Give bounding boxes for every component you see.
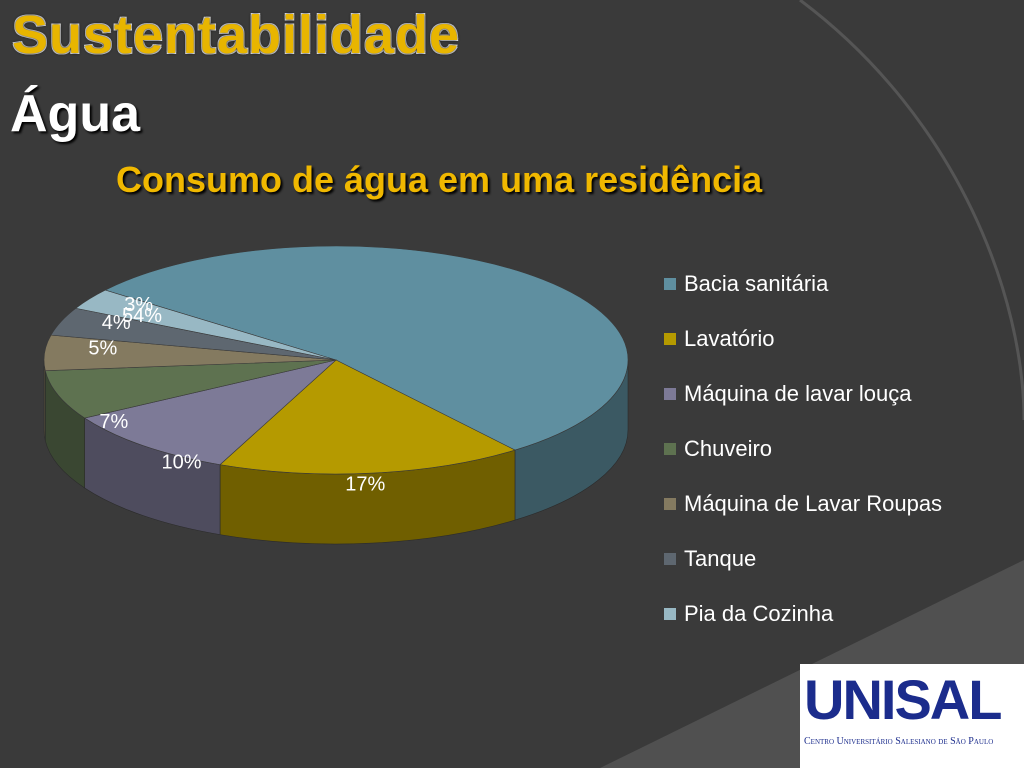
data-label-maquina-de-lavar-roupas: 5% (88, 337, 117, 359)
pie-slice-bacia-sanitaria (104, 245, 629, 451)
legend-swatch (664, 442, 676, 455)
legend-item-tanque: Tanque (664, 531, 1014, 586)
legend-label: Tanque (684, 545, 757, 571)
data-label-maquina-de-lavar-louca: 10% (162, 451, 202, 473)
legend-swatch (664, 552, 676, 565)
unisal-logo: UNISAL Centro Universitário Salesiano de… (800, 664, 1024, 768)
legend-label: Lavatório (684, 325, 775, 351)
chart-title: Consumo de água em uma residência (116, 159, 763, 200)
legend-item-chuveiro: Chuveiro (664, 421, 1014, 476)
slide-subtitle: Água (10, 85, 140, 143)
pie-side-maquina-de-lavar-roupas (43, 359, 46, 441)
data-label-tanque: 4% (102, 312, 131, 334)
legend-item-maquina-de-lavar-louca: Máquina de lavar louça (664, 366, 1014, 421)
legend-swatch (664, 497, 676, 510)
pie-slice-lavatorio (219, 359, 516, 475)
data-label-bacia-sanitaria: 54% (122, 305, 162, 327)
legend-label: Pia da Cozinha (684, 600, 834, 626)
legend-item-maquina-de-lavar-roupas: Máquina de Lavar Roupas (664, 476, 1014, 531)
legend-swatch (664, 607, 676, 620)
slide-title: Sustentabilidade (12, 5, 461, 65)
legend-item-pia-da-cozinha: Pia da Cozinha (664, 586, 1014, 641)
logo-wordmark: UNISAL (804, 668, 1002, 731)
pie-slice-pia-da-cozinha (75, 289, 337, 361)
pie-slice-maquina-de-lavar-louca (83, 359, 338, 465)
legend-swatch (664, 387, 676, 400)
pie-slice-chuveiro (44, 359, 337, 419)
logo-caption: Centro Universitário Salesiano de São Pa… (804, 736, 994, 747)
legend-swatch (664, 277, 676, 290)
legend-swatch (664, 332, 676, 345)
legend-label: Bacia sanitária (684, 270, 829, 296)
legend-label: Máquina de Lavar Roupas (684, 490, 943, 516)
chart-legend: Bacia sanitária Lavatório Máquina de lavar… (664, 256, 1014, 641)
data-label-lavatorio: 17% (345, 473, 385, 495)
legend-item-lavatorio: Lavatório (664, 311, 1014, 366)
legend-item-bacia-sanitaria: Bacia sanitária (664, 256, 1014, 311)
data-label-chuveiro: 7% (99, 411, 128, 433)
pie-sides (43, 359, 629, 545)
legend-label: Chuveiro (684, 435, 773, 461)
data-label-pia-da-cozinha: 3% (124, 294, 153, 316)
legend-label: Máquina de lavar louça (684, 380, 912, 406)
